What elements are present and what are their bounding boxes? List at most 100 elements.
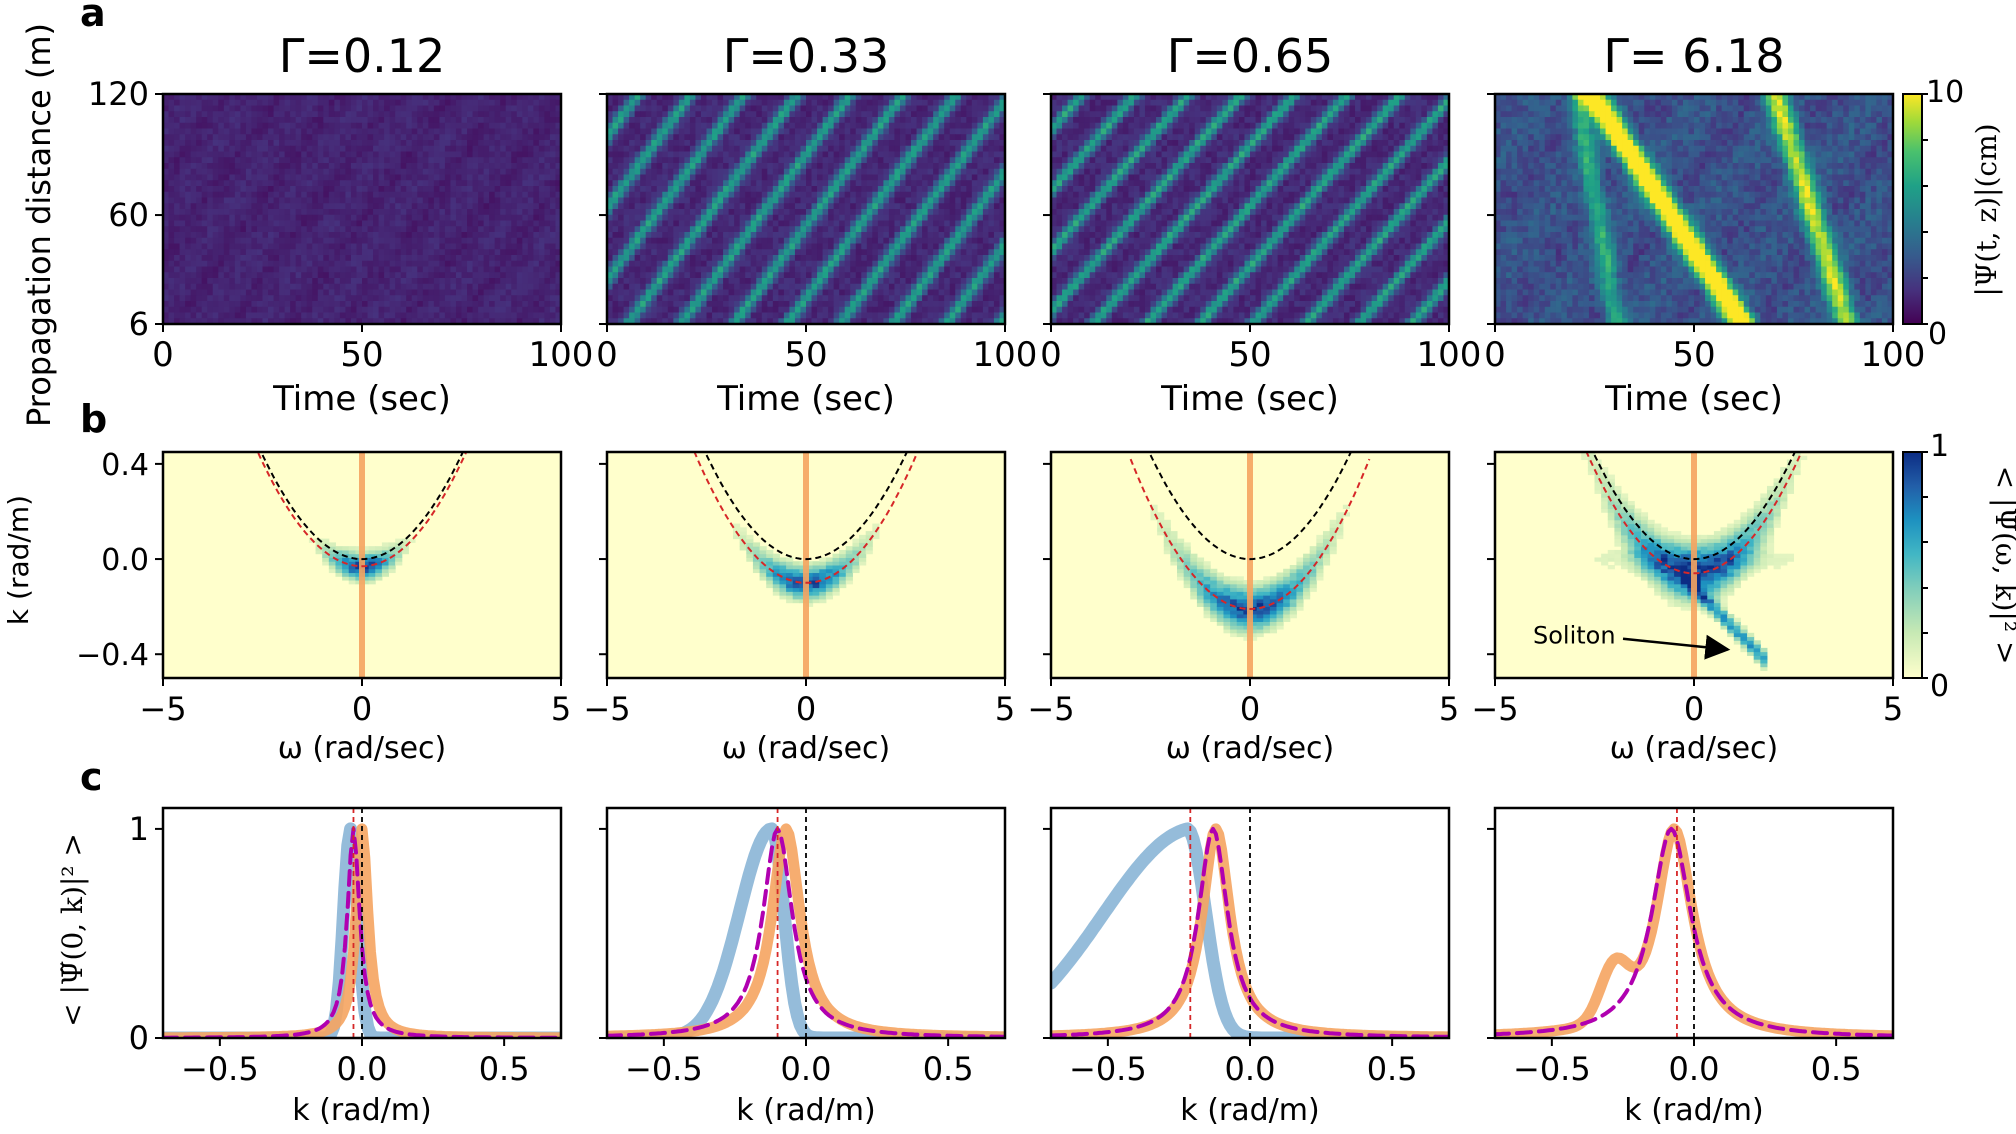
heatmap-cell bbox=[417, 214, 424, 222]
heatmap-cell bbox=[450, 140, 457, 147]
heatmap-cell bbox=[234, 301, 241, 308]
heatmap-cell bbox=[389, 301, 396, 308]
heatmap-cell bbox=[279, 186, 286, 193]
heatmap-cell bbox=[728, 117, 735, 124]
heatmap-cell bbox=[888, 111, 896, 118]
heatmap-cell bbox=[406, 99, 413, 107]
heatmap-cell bbox=[538, 174, 546, 181]
heatmap-cell bbox=[201, 140, 208, 147]
heatmap-cell bbox=[828, 174, 835, 181]
heatmap-cell bbox=[977, 105, 984, 112]
heatmap-cell bbox=[444, 209, 452, 216]
heatmap-cell bbox=[772, 122, 779, 130]
heatmap-cell bbox=[522, 174, 529, 181]
heatmap-cell bbox=[723, 117, 730, 124]
heatmap-cell bbox=[273, 220, 280, 227]
spectrum-cell bbox=[375, 565, 383, 570]
heatmap-cell bbox=[894, 157, 901, 164]
heatmap-cell bbox=[855, 243, 862, 250]
heatmap-cell bbox=[378, 174, 385, 181]
heatmap-cell bbox=[389, 220, 396, 227]
heatmap-cell bbox=[467, 168, 474, 176]
heatmap-cell bbox=[301, 289, 308, 296]
heatmap-cell bbox=[533, 278, 540, 285]
heatmap-cell bbox=[640, 237, 647, 245]
heatmap-cell bbox=[645, 226, 652, 233]
heatmap-cell bbox=[256, 318, 264, 325]
heatmap-cell bbox=[800, 163, 807, 170]
heatmap-cell bbox=[362, 168, 369, 176]
heatmap-cell bbox=[916, 191, 923, 199]
heatmap-cell bbox=[833, 180, 840, 187]
heatmap-cell bbox=[201, 117, 208, 124]
heatmap-cell bbox=[439, 163, 446, 170]
heatmap-cell bbox=[223, 174, 230, 181]
heatmap-cell bbox=[988, 140, 995, 147]
heatmap-cell bbox=[607, 203, 614, 210]
heatmap-cell bbox=[966, 180, 973, 187]
heatmap-cell bbox=[295, 260, 302, 268]
heatmap-cell bbox=[196, 255, 203, 262]
heatmap-cell bbox=[290, 105, 297, 112]
heatmap-cell bbox=[273, 226, 280, 233]
heatmap-cell bbox=[339, 278, 347, 285]
heatmap-cell bbox=[384, 122, 391, 130]
heatmap-cell bbox=[207, 283, 214, 291]
heatmap-cell bbox=[822, 145, 829, 153]
heatmap-cell bbox=[323, 283, 330, 291]
heatmap-cell bbox=[555, 191, 562, 199]
heatmap-cell bbox=[428, 157, 435, 164]
heatmap-cell bbox=[279, 168, 286, 176]
heatmap-cell bbox=[201, 128, 208, 135]
heatmap-cell bbox=[629, 197, 636, 204]
heatmap-cell bbox=[651, 203, 658, 210]
heatmap-cell bbox=[362, 99, 369, 107]
heatmap-cell bbox=[645, 134, 652, 141]
heatmap-cell bbox=[656, 209, 663, 216]
heatmap-cell bbox=[494, 117, 501, 124]
heatmap-cell bbox=[695, 232, 702, 239]
heatmap-cell bbox=[527, 191, 534, 199]
heatmap-cell bbox=[273, 191, 280, 199]
heatmap-cell bbox=[516, 318, 523, 325]
heatmap-cell bbox=[911, 220, 918, 227]
heatmap-cell bbox=[728, 105, 735, 112]
heatmap-cell bbox=[656, 111, 663, 118]
heatmap-cell bbox=[273, 249, 280, 256]
heatmap-cell bbox=[174, 197, 181, 204]
heatmap-cell bbox=[339, 180, 347, 187]
heatmap-cell bbox=[527, 197, 534, 204]
panel-b-1-ytick-label-2: −0.4 bbox=[76, 638, 149, 673]
heatmap-cell bbox=[833, 226, 840, 233]
heatmap-cell bbox=[500, 209, 507, 216]
heatmap-cell bbox=[389, 99, 396, 107]
heatmap-cell bbox=[717, 140, 724, 147]
heatmap-cell bbox=[844, 168, 851, 176]
heatmap-cell bbox=[960, 128, 967, 135]
heatmap-cell bbox=[988, 197, 995, 204]
heatmap-cell bbox=[756, 168, 763, 176]
heatmap-cell bbox=[811, 180, 818, 187]
heatmap-cell bbox=[328, 128, 335, 135]
heatmap-cell bbox=[538, 220, 546, 227]
heatmap-cell bbox=[844, 122, 851, 130]
heatmap-cell bbox=[999, 237, 1006, 245]
heatmap-cell bbox=[279, 312, 286, 319]
heatmap-cell bbox=[317, 295, 324, 302]
heatmap-cell bbox=[494, 151, 501, 158]
heatmap-cell bbox=[734, 117, 741, 124]
heatmap-cell bbox=[328, 145, 335, 153]
heatmap-cell bbox=[163, 232, 170, 239]
heatmap-cell bbox=[256, 272, 264, 279]
heatmap-cell bbox=[201, 94, 208, 101]
spectrum-cell bbox=[381, 546, 390, 551]
heatmap-cell bbox=[433, 237, 440, 245]
spectrum-cell bbox=[408, 538, 416, 543]
heatmap-cell bbox=[417, 289, 424, 296]
heatmap-cell bbox=[207, 99, 214, 107]
heatmap-cell bbox=[384, 99, 391, 107]
heatmap-cell bbox=[223, 163, 230, 170]
heatmap-cell bbox=[395, 197, 402, 204]
heatmap-cell bbox=[489, 151, 496, 158]
heatmap-cell bbox=[800, 99, 807, 107]
